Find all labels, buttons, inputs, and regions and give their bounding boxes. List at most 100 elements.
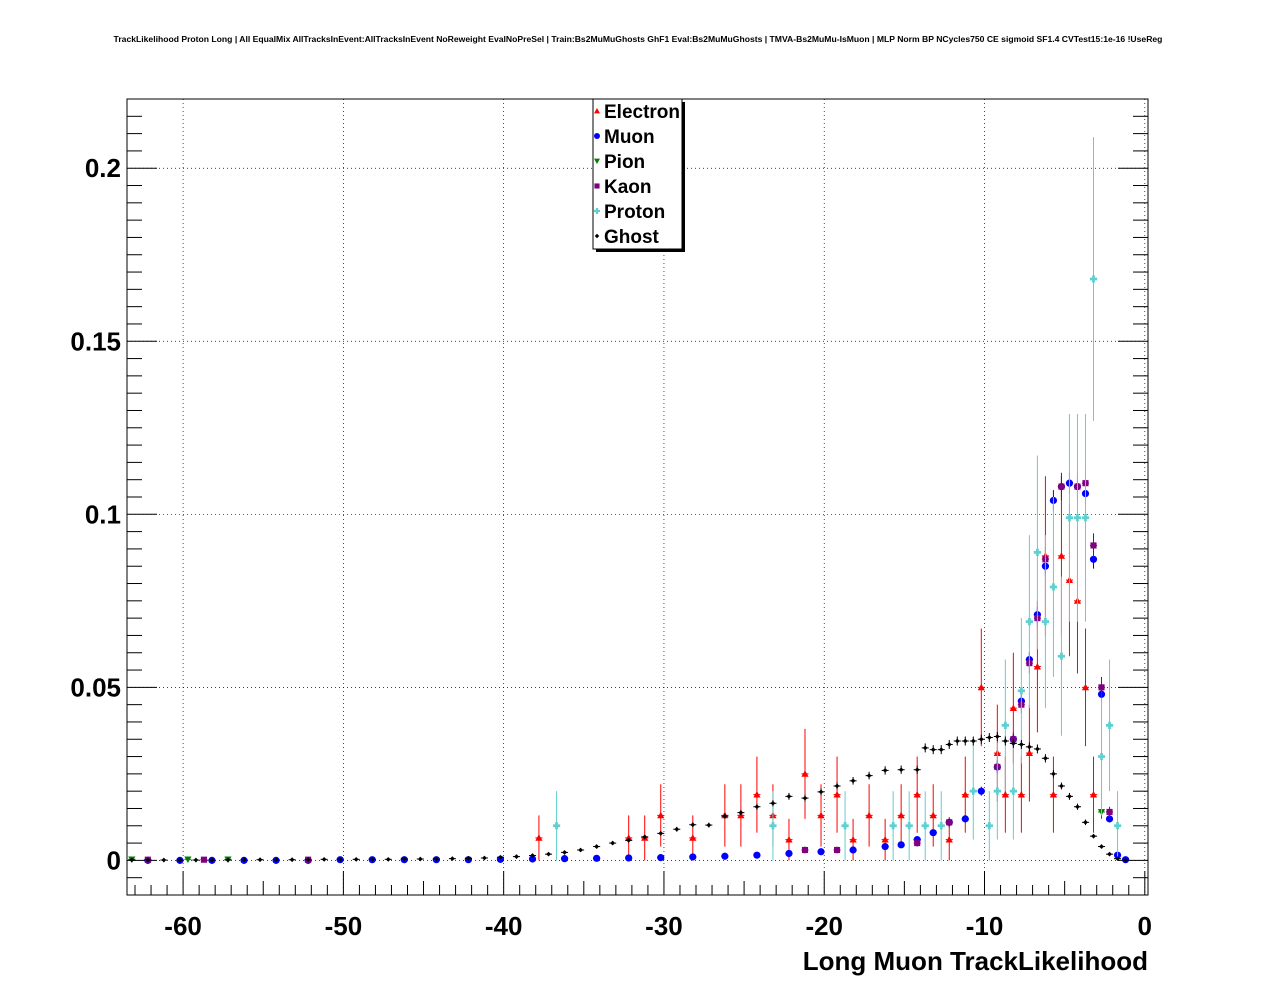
ghost-point	[1067, 793, 1072, 799]
electron-point	[535, 834, 543, 841]
ghost-point	[642, 834, 648, 840]
ghost-point	[1115, 856, 1120, 862]
proton-point	[1097, 752, 1106, 761]
ghost-point	[770, 800, 776, 806]
ghost-point	[1075, 804, 1080, 810]
legend-label-ghost: Ghost	[604, 227, 660, 248]
muon-point	[593, 854, 601, 862]
y-tick-label: 0.2	[85, 153, 121, 183]
x-tick-label: -30	[645, 911, 683, 941]
ghost-point	[866, 773, 872, 778]
muon-point	[897, 841, 905, 849]
legend-box	[592, 98, 683, 250]
proton-point	[769, 822, 777, 830]
proton-point	[841, 822, 849, 830]
ghost-point	[466, 855, 471, 861]
electron-point	[689, 834, 697, 841]
legend-label-muon: Muon	[604, 127, 655, 148]
proton-point	[889, 822, 897, 830]
x-tick-label: -60	[164, 911, 202, 941]
legend: Electron Muon Pion Kaon Proton Ghost	[592, 98, 685, 252]
proton-point	[1105, 721, 1114, 730]
ghost-point	[1107, 851, 1112, 857]
ghost-point	[321, 856, 327, 862]
ghost-point	[754, 804, 760, 810]
proton-point	[1009, 787, 1017, 795]
ghost-point	[802, 795, 808, 801]
ghost-point	[818, 789, 824, 795]
ghost-point	[626, 837, 632, 843]
ghost-point	[337, 856, 343, 862]
muon-point	[817, 848, 825, 856]
electron-point	[1081, 683, 1090, 691]
muon-point	[657, 854, 665, 862]
proton-point	[1065, 514, 1074, 522]
ghost-point	[273, 857, 279, 863]
ghost-point	[690, 822, 696, 828]
ghost-point	[1091, 833, 1096, 839]
ghost-point	[1099, 844, 1104, 849]
ghost-point	[658, 830, 664, 836]
electron-point	[865, 811, 873, 819]
ghost-point	[882, 768, 888, 773]
ghost-point	[938, 747, 944, 753]
muon-point	[753, 851, 761, 859]
kaon-point	[833, 846, 841, 854]
electron-point	[913, 791, 921, 798]
y-tick-label: 0.05	[70, 672, 121, 702]
muon-point	[689, 853, 697, 861]
electron-point	[657, 811, 665, 819]
electron-point	[881, 836, 889, 843]
electron-point	[897, 811, 905, 819]
muon-point	[785, 849, 793, 858]
ghost-point	[305, 857, 311, 863]
electron-point	[625, 834, 633, 841]
x-tick-label: -10	[966, 911, 1004, 941]
ghost-point	[1002, 738, 1008, 744]
ghost-point	[161, 857, 167, 863]
ghost-point	[417, 856, 423, 862]
ghost-point	[970, 738, 976, 744]
ghost-point	[1051, 771, 1056, 777]
legend-marker-kaon	[594, 183, 600, 189]
x-axis-label: Long Muon TrackLikelihood	[803, 946, 1148, 976]
chart-title: TrackLikelihood Proton Long | All EqualM…	[114, 34, 1163, 44]
kaon-point	[801, 846, 809, 854]
legend-marker-muon	[594, 133, 600, 139]
legend-label-pion: Pion	[604, 152, 645, 173]
electron-point	[929, 811, 937, 819]
ghost-point	[1083, 819, 1088, 825]
proton-point	[1025, 617, 1033, 626]
muon-point	[1089, 555, 1098, 563]
ghost-point	[738, 810, 744, 816]
ghost-point	[449, 856, 455, 862]
kaon-point	[914, 840, 921, 847]
x-tick-label: -20	[805, 911, 843, 941]
electron-point	[833, 791, 841, 798]
ghost-point	[433, 856, 439, 862]
electron-point	[1089, 791, 1098, 798]
ghost-point	[209, 857, 215, 863]
x-tick-label: -40	[485, 911, 523, 941]
ghost-point	[834, 783, 840, 789]
proton-point	[993, 787, 1001, 795]
kaon-point	[200, 856, 207, 863]
ghost-point	[1123, 857, 1128, 863]
proton-point	[921, 822, 929, 830]
ghost-point	[1059, 783, 1064, 789]
electron-point	[753, 791, 761, 798]
ghost-point	[962, 738, 968, 744]
ghost-point	[706, 822, 712, 828]
series-proton	[552, 137, 1122, 861]
electron-point	[785, 836, 793, 843]
ghost-point	[1018, 742, 1024, 747]
proton-point	[1001, 721, 1009, 730]
muon-point	[849, 846, 857, 854]
ghost-point	[722, 813, 728, 819]
series-ghost	[128, 731, 1130, 863]
legend-marker-proton	[594, 208, 600, 214]
ghost-point	[978, 736, 984, 742]
proton-point	[937, 822, 945, 830]
proton-point	[1073, 514, 1082, 522]
pion-point	[184, 856, 192, 863]
